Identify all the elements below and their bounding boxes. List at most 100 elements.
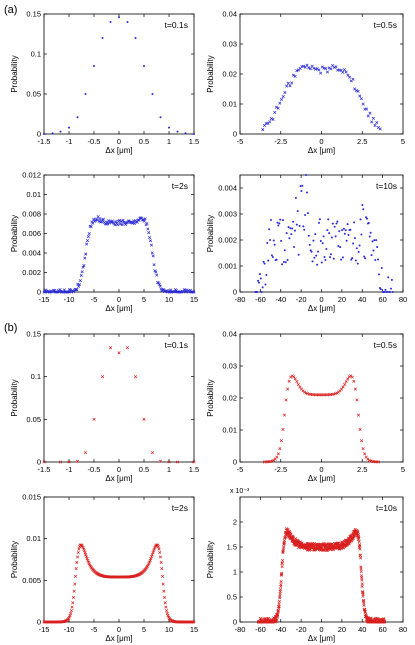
data-point	[301, 184, 304, 187]
data-point	[269, 218, 272, 221]
data-point	[276, 106, 280, 110]
data-point	[329, 253, 332, 256]
data-point	[377, 460, 381, 464]
x-tick-label: -10	[64, 295, 75, 304]
y-tick-label: 0.5	[227, 593, 237, 602]
x-tick-label: -5	[237, 137, 244, 146]
data-point	[259, 277, 262, 280]
data-point	[43, 133, 45, 135]
data-point	[339, 387, 344, 391]
time-annotation: t=0.5s	[374, 340, 397, 350]
data-point	[317, 250, 320, 253]
data-point	[159, 116, 162, 119]
data-point	[87, 232, 91, 236]
data-point	[302, 390, 307, 394]
data-point	[370, 120, 374, 124]
data-point	[302, 225, 305, 228]
data-point	[293, 229, 296, 232]
data-point	[167, 460, 171, 464]
y-tick-label: 1	[233, 568, 237, 577]
data-point	[364, 257, 367, 260]
data-point	[150, 451, 155, 455]
x-axis-label: Δx [μm]	[105, 634, 132, 643]
data-point	[367, 458, 371, 462]
data-point	[366, 114, 370, 118]
data-point	[84, 252, 88, 256]
x-tick-label: -2.5	[274, 137, 287, 146]
data-point	[151, 93, 154, 95]
data-point	[265, 273, 268, 276]
data-point	[160, 574, 165, 578]
data-point	[121, 218, 125, 222]
data-point	[272, 239, 275, 242]
data-point	[374, 259, 377, 262]
data-point	[300, 189, 303, 192]
y-tick-label: 0.15	[26, 10, 41, 19]
data-point	[271, 117, 275, 122]
data-point	[273, 243, 276, 246]
data-point	[283, 90, 287, 95]
data-point	[117, 218, 121, 222]
data-point	[193, 133, 195, 135]
data-point	[75, 459, 80, 463]
x-tick-label: -0.5	[88, 465, 101, 474]
data-point	[357, 250, 360, 253]
y-tick-label: 0	[233, 458, 237, 467]
data-point	[321, 242, 324, 245]
data-point	[172, 290, 177, 294]
y-tick-label: 0.01	[26, 534, 41, 543]
data-point	[279, 583, 283, 587]
data-point	[370, 254, 373, 257]
data-point	[338, 230, 341, 233]
data-point	[273, 110, 277, 115]
x-tick-label: -10	[64, 625, 75, 634]
data-point	[345, 239, 348, 242]
data-point	[294, 196, 297, 199]
data-point	[192, 290, 196, 294]
data-point	[89, 225, 93, 229]
data-point	[278, 588, 283, 592]
data-point	[363, 255, 366, 258]
data-point	[323, 256, 326, 259]
data-point	[360, 582, 364, 586]
data-point	[297, 253, 300, 256]
data-point	[149, 243, 153, 247]
data-point	[344, 70, 348, 74]
data-point	[360, 584, 364, 588]
data-point	[168, 126, 170, 129]
data-point	[80, 270, 84, 274]
data-point	[257, 281, 260, 284]
data-point	[78, 279, 82, 283]
data-point	[325, 70, 330, 74]
y-tick-label: 0.005	[22, 576, 41, 585]
data-point	[279, 572, 284, 576]
data-point	[269, 239, 272, 242]
data-point	[184, 290, 188, 294]
data-point	[387, 276, 390, 279]
data-point	[306, 212, 309, 215]
data-point	[371, 116, 375, 120]
data-point	[378, 127, 382, 131]
data-point	[67, 615, 71, 619]
data-point	[118, 16, 120, 19]
data-point	[355, 398, 359, 402]
x-tick-label: -40	[275, 295, 286, 304]
data-point	[174, 289, 178, 293]
data-point	[154, 270, 158, 274]
data-point	[83, 451, 88, 455]
data-point	[329, 256, 332, 259]
y-tick-label: 0.01	[26, 190, 41, 199]
data-point	[362, 208, 365, 211]
data-point	[164, 605, 168, 609]
data-point	[67, 460, 71, 464]
data-point	[343, 382, 347, 386]
data-point	[258, 273, 261, 276]
y-tick-label: 0.1	[31, 372, 41, 381]
data-point	[353, 387, 357, 391]
data-point	[373, 123, 377, 127]
data-point	[146, 227, 150, 231]
data-point	[268, 120, 272, 124]
data-point	[360, 590, 365, 595]
data-point	[145, 222, 149, 226]
data-point	[335, 391, 339, 395]
